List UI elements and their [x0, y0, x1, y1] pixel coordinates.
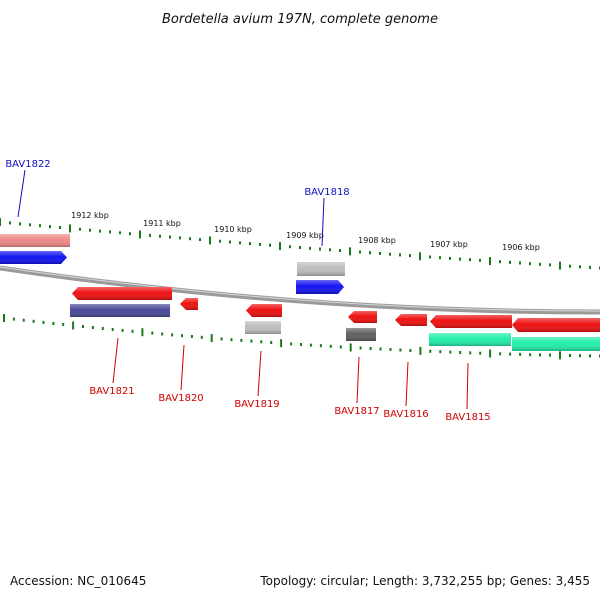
gene-leader-line [112, 337, 119, 384]
gene-label: BAV1817 [334, 406, 379, 417]
gene-feature-shade [348, 311, 377, 323]
scale-labels: 1912 kbp 1911 kbp 1910 kbp 1909 kbp 1908 kbp… [71, 211, 540, 252]
label-leaders [17, 169, 469, 410]
gene-label: BAV1815 [445, 412, 490, 423]
gene-feature-shade [430, 315, 512, 328]
map-title: Bordetella avium 197N, complete genome [162, 12, 438, 27]
gene-labels: BAV1822 BAV1818 BAV1821 BAV1820 BAV1819 BAV18… [5, 159, 490, 423]
gene-leader-line [321, 197, 325, 247]
gene-label: BAV1818 [304, 187, 349, 198]
gene-feature-shade [72, 287, 172, 300]
scale-label: 1911 kbp [143, 219, 181, 228]
gene-feature-shade [512, 337, 600, 351]
gene-feature-shade [70, 304, 170, 317]
scale-label: 1907 kbp [430, 240, 468, 249]
accession-text: Accession: NC_010645 [10, 574, 147, 588]
gene-label: BAV1820 [158, 393, 203, 404]
gene-feature-shade [395, 314, 427, 326]
gene-leader-line [180, 344, 185, 391]
scale-label: 1908 kbp [358, 236, 396, 245]
gene-feature-shade [296, 280, 344, 294]
gene-leader-line [466, 362, 469, 410]
gene-feature-shade [246, 304, 282, 317]
scale-ticks-outer [0, 218, 600, 270]
backbone-arc [0, 265, 600, 315]
gene-label: BAV1816 [383, 409, 428, 420]
gene-feature-shade [429, 333, 511, 346]
gene-label: BAV1819 [234, 399, 279, 410]
scale-label: 1912 kbp [71, 211, 109, 220]
gene-feature-shade [297, 262, 345, 276]
gene-feature-shade [245, 321, 281, 334]
scale-ticks-inner [3, 314, 600, 360]
gene-label: BAV1821 [89, 386, 134, 397]
scale-label: 1909 kbp [286, 231, 324, 240]
gene-leader-line [356, 356, 360, 404]
gene-feature-shade [0, 234, 70, 247]
gene-feature-shade [512, 318, 600, 332]
backbone-highlight [0, 266, 600, 312]
gene-features [0, 234, 600, 351]
gene-feature-shade [180, 298, 198, 310]
gene-feature-shade [346, 328, 376, 341]
gene-leader-line [405, 361, 409, 407]
genome-summary-text: Topology: circular; Length: 3,732,255 bp… [260, 574, 590, 588]
gene-leader-line [17, 169, 26, 218]
gene-feature-shade [0, 251, 67, 264]
gene-label: BAV1822 [5, 159, 50, 170]
scale-label: 1910 kbp [214, 225, 252, 234]
genome-backbone [0, 265, 600, 315]
scale-label: 1906 kbp [502, 243, 540, 252]
gene-leader-line [257, 350, 262, 397]
